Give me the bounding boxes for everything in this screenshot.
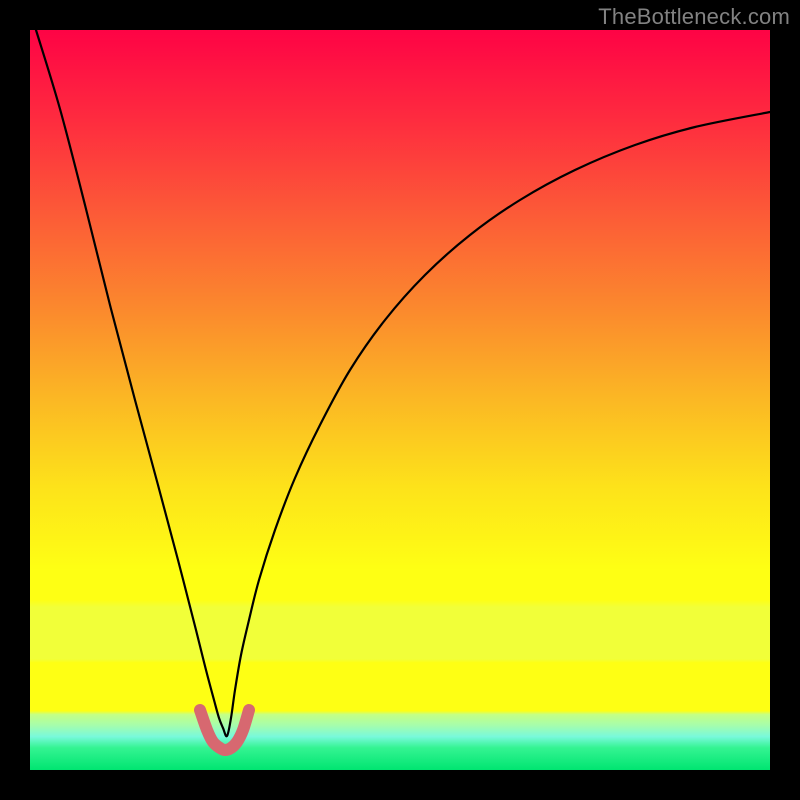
chart-container: TheBottleneck.com <box>0 0 800 800</box>
bottleneck-curve-chart <box>0 0 800 800</box>
watermark-text: TheBottleneck.com <box>598 4 790 30</box>
plot-background <box>30 30 770 770</box>
